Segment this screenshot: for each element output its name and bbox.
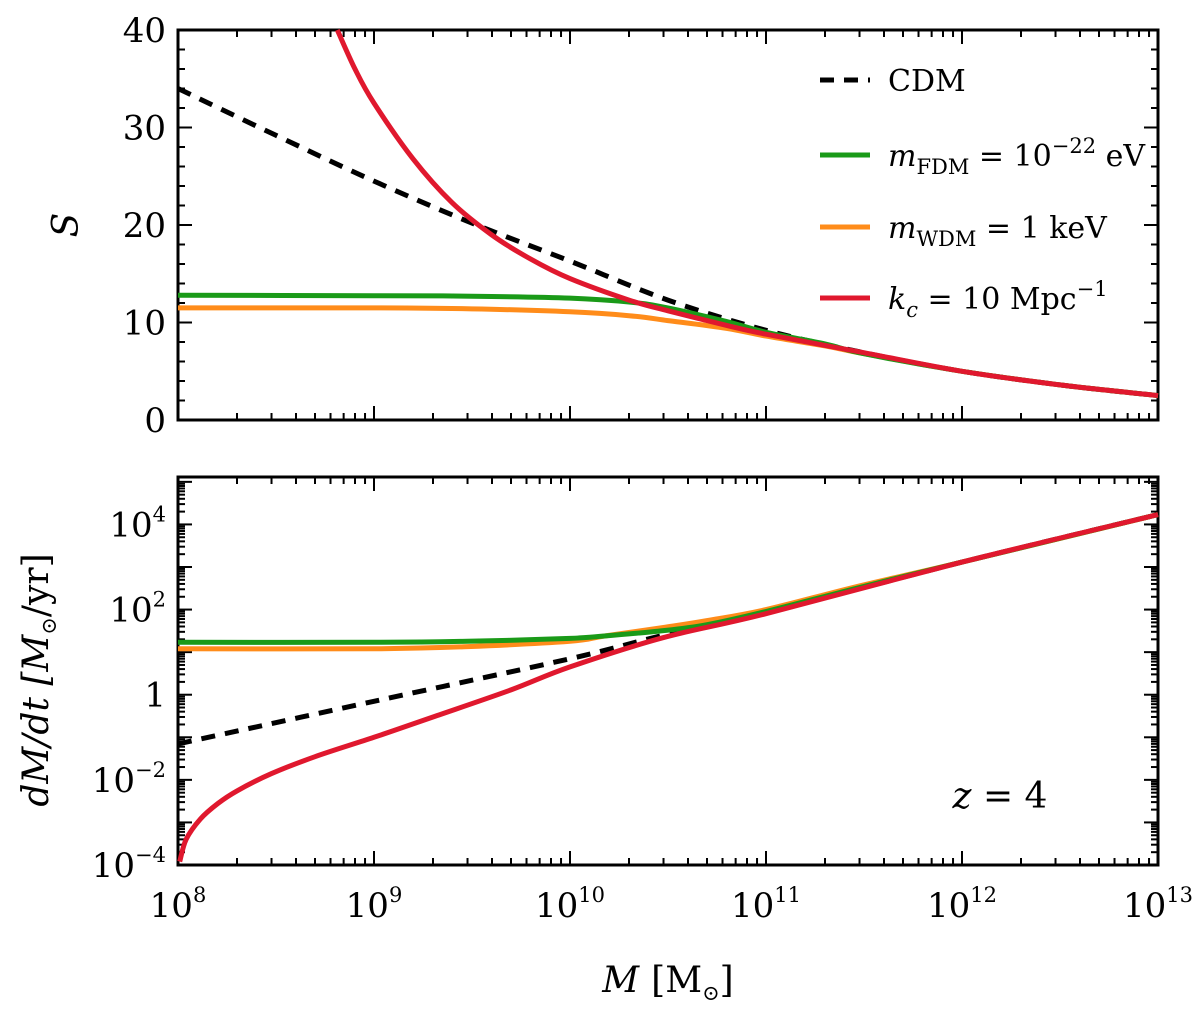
x-tick-label: 1012 [927, 883, 997, 926]
bottom-panel: 10−4 10−2 1 102 104 108 109 1010 1011 1012 1013 d… [16, 475, 1193, 1005]
y-tick-label: 10−4 [92, 843, 166, 886]
series-line-kc [335, 28, 1159, 399]
bottom-series [177, 512, 1159, 863]
y-tick-label: 102 [109, 588, 166, 631]
x-axis-label: M [M⊙] [601, 960, 733, 1005]
legend-label-cdm: CDM [888, 64, 966, 99]
series-line-cdm [177, 512, 1159, 747]
series-line-wdm [177, 305, 1159, 399]
top-series [176, 28, 1159, 399]
x-tick-labels: 108 109 1010 1011 1012 1013 [150, 883, 1193, 926]
x-tick-label: 1010 [535, 883, 605, 926]
y-tick-label: 10−2 [92, 758, 166, 801]
series-line-cdm [176, 86, 1159, 399]
y-tick-label: 104 [109, 502, 166, 545]
top-ticks [177, 29, 1158, 421]
x-tick-label: 108 [150, 883, 207, 926]
bottom-ticks [177, 477, 1158, 866]
x-tick-label: 109 [346, 883, 403, 926]
y-tick-label: 0 [144, 401, 166, 441]
top-y-axis-label: S [46, 213, 87, 238]
y-tick-label: 30 [123, 109, 166, 149]
top-y-tick-labels: 0 10 20 30 40 [123, 11, 166, 441]
top-panel: 0 10 20 30 40 S CDM mFDM = 10−22 eV mWDM = 1… [46, 11, 1160, 441]
bottom-plot-frame [176, 475, 1160, 867]
legend-label-fdm: mFDM = 10−22 eV [888, 134, 1146, 179]
bottom-y-axis-label: dM/dt [M⊙/yr] [16, 553, 61, 806]
series-line-kc [177, 512, 1159, 863]
series-line-fdm [177, 512, 1159, 645]
x-tick-label: 1011 [731, 883, 801, 926]
legend-label-wdm: mWDM = 1 keV [888, 211, 1108, 251]
bottom-y-tick-labels: 10−4 10−2 1 102 104 [92, 502, 166, 886]
legend: CDM mFDM = 10−22 eV mWDM = 1 keV kc = 10… [820, 64, 1146, 322]
y-tick-label: 10 [123, 304, 166, 344]
y-tick-label: 1 [144, 676, 166, 716]
y-tick-label: 20 [123, 206, 166, 246]
legend-label-kc: kc = 10 Mpc−1 [888, 277, 1108, 322]
redshift-annotation: z = 4 [952, 776, 1048, 817]
y-tick-label: 40 [123, 11, 166, 51]
x-tick-label: 1013 [1123, 883, 1193, 926]
